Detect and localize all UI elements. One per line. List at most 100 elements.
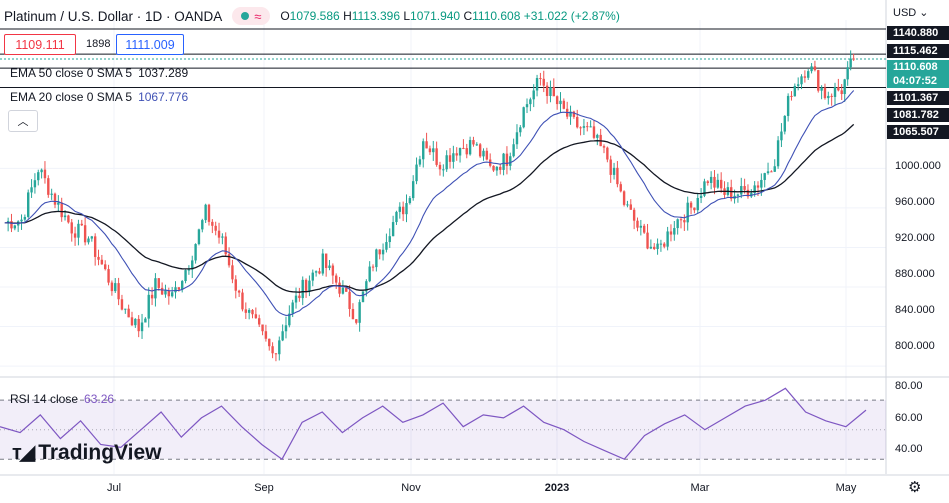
candle-body (589, 126, 592, 128)
candle-body (696, 197, 699, 211)
candle-body (261, 324, 264, 332)
candle-body (124, 308, 127, 310)
candle-body (840, 90, 843, 95)
currency-label: USD (893, 7, 917, 19)
candle-body (706, 181, 709, 183)
candle-body (719, 179, 723, 189)
currency-selector[interactable]: USD ⌄ (893, 6, 929, 19)
candle-body (37, 172, 40, 181)
candle-body (519, 127, 522, 133)
candle-body (552, 87, 555, 97)
level-tag: 1101.367 (887, 91, 949, 105)
candle-body (535, 78, 539, 91)
open-value: 1079.586 (289, 9, 340, 23)
candle-body (174, 287, 177, 293)
candle-body (669, 231, 673, 235)
chevron-down-icon: ⌄ (919, 7, 929, 19)
candle-body (629, 204, 632, 210)
rsi-line (0, 387, 867, 461)
buy-price-button[interactable]: 1111.009 (116, 34, 184, 55)
candle-body (478, 144, 482, 157)
candle-body (408, 198, 412, 204)
candle-body (515, 132, 519, 145)
candle-body (194, 244, 197, 261)
candle-body (499, 166, 502, 170)
candle-body (83, 225, 87, 243)
candle-body (244, 309, 248, 313)
candle-body (304, 279, 308, 291)
candle-body (428, 148, 432, 153)
ema-value-tag: 1065.507 (887, 125, 949, 139)
candle-body (107, 269, 110, 283)
candle-body (846, 67, 849, 80)
candle-body (760, 179, 763, 188)
collapse-legend-button[interactable]: ︿ (8, 110, 38, 132)
candle-body (562, 100, 566, 109)
candle-body (642, 225, 646, 233)
candle-body (820, 87, 823, 91)
ema20-legend[interactable]: EMA 20 close 0 SMA 5 1067.776 (10, 90, 188, 104)
candle-body (425, 141, 428, 149)
candle-body (492, 165, 495, 171)
candle-body (375, 249, 378, 268)
market-status-pill[interactable]: ≈ (232, 7, 271, 25)
change-value: +31.022 (+2.87%) (523, 9, 620, 23)
candle-body (214, 225, 217, 231)
time-label: 2023 (544, 482, 570, 494)
candle-body (70, 222, 73, 234)
candle-body (432, 148, 435, 153)
candle-body (796, 84, 800, 86)
symbol-title[interactable]: Platinum / U.S. Dollar · 1D · OANDA (4, 8, 223, 24)
candle-body (301, 279, 304, 299)
candle-body (776, 140, 780, 167)
candle-body (251, 309, 254, 315)
candle-body (355, 319, 358, 323)
candle-body (298, 295, 301, 299)
candle-body (663, 243, 666, 247)
rsi-legend[interactable]: RSI 14 close 63.26 (10, 392, 114, 406)
candle-body (713, 176, 716, 188)
candle-body (740, 186, 743, 195)
candle-body (97, 256, 100, 260)
candle-body (415, 164, 418, 182)
tradingview-brand[interactable]: ᴛ◢ TradingView (12, 440, 162, 465)
high-label: H (343, 9, 352, 23)
candle-body (264, 331, 268, 339)
candle-body (833, 87, 837, 97)
ema50-value: 1037.289 (138, 66, 189, 80)
candle-body (572, 111, 576, 117)
high-value: 1113.396 (351, 9, 401, 23)
ohlc-values: O1079.586 H1113.396 L1071.940 C1110.608 … (280, 9, 620, 23)
rsi-tick: 40.00 (895, 443, 923, 455)
candle-body (800, 76, 803, 85)
price-tick: 840.000 (895, 304, 935, 316)
ema50-legend[interactable]: EMA 50 close 0 SMA 5 1037.289 (10, 66, 188, 80)
candle-body (40, 169, 43, 173)
candle-body (849, 58, 852, 68)
candle-body (63, 215, 67, 218)
candle-body (127, 308, 130, 318)
candle-body (693, 207, 696, 211)
candle-body (452, 153, 455, 162)
candle-body (730, 187, 733, 199)
candle-body (773, 166, 776, 172)
candle-body (184, 270, 187, 282)
candle-body (525, 104, 529, 108)
candle-body (592, 126, 596, 138)
candle-body (482, 150, 485, 157)
price-tick: 880.000 (895, 268, 935, 280)
candle-body (345, 287, 348, 292)
candle-body (73, 233, 77, 238)
candle-body (217, 230, 221, 238)
candle-body (666, 231, 669, 247)
sell-price-button[interactable]: 1109.111 (4, 34, 76, 55)
candle-body (422, 141, 425, 160)
candle-body (187, 269, 191, 271)
candle-body (756, 185, 760, 188)
candle-body (164, 290, 167, 295)
candle-body (495, 166, 499, 171)
gear-icon[interactable]: ⚙ (908, 479, 922, 496)
candle-body (23, 216, 27, 220)
candle-body (154, 278, 157, 299)
